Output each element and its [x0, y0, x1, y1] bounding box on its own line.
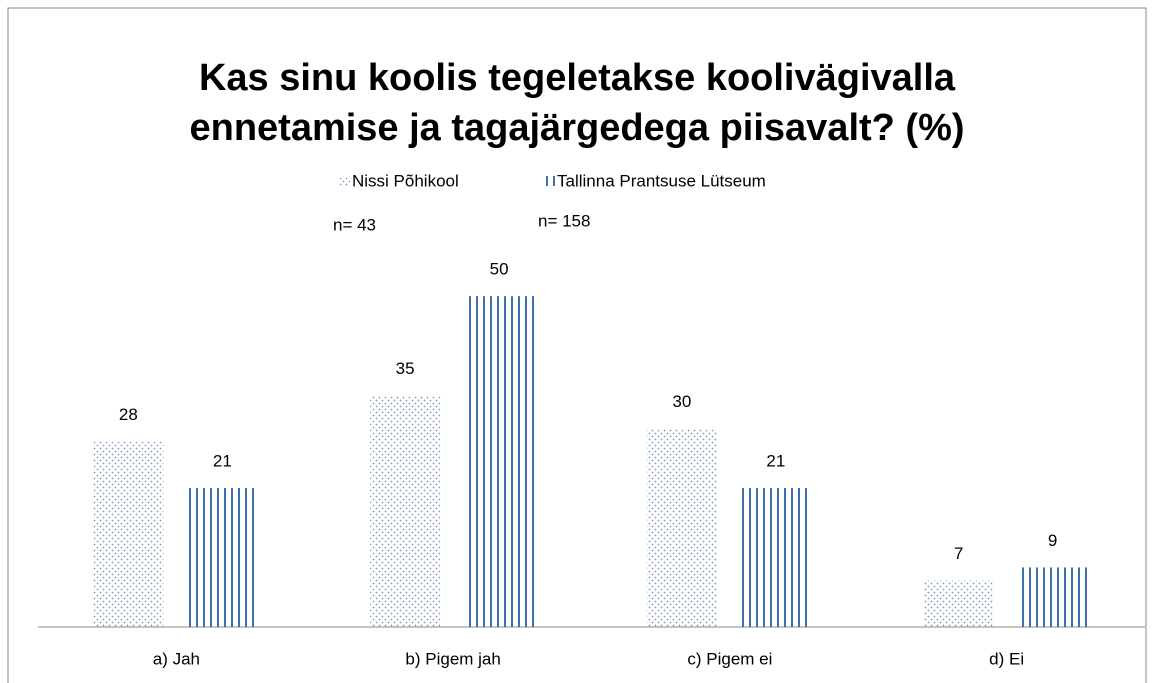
data-label: 50: [490, 260, 509, 279]
bar: [923, 580, 994, 627]
bar: [740, 488, 811, 627]
chart-title: Kas sinu koolis tegeletakse koolivägival…: [199, 57, 956, 99]
bar: [646, 428, 717, 627]
x-tick-label: b) Pigem jah: [405, 649, 500, 668]
x-tick-label: d) Ei: [989, 649, 1024, 668]
bar: [370, 395, 441, 627]
data-label: 30: [672, 392, 691, 411]
bar: [1017, 567, 1088, 627]
annotation: n= 158: [538, 211, 590, 230]
data-label: 7: [954, 544, 963, 563]
bar: [187, 488, 258, 627]
chart-title: ennetamise ja tagajärgedega piisavalt? (…: [189, 107, 964, 149]
annotation: n= 43: [333, 215, 376, 234]
legend-swatch: [340, 176, 350, 186]
data-label: 21: [213, 452, 232, 471]
x-tick-label: c) Pigem ei: [687, 649, 772, 668]
data-label: 35: [396, 359, 415, 378]
data-label: 28: [119, 405, 138, 424]
data-label: 9: [1048, 531, 1057, 550]
bar: [464, 296, 535, 627]
chart-frame: [7, 7, 1147, 683]
data-label: 21: [766, 452, 785, 471]
legend-label: Tallinna Prantsuse Lütseum: [557, 171, 766, 190]
legend-label: Nissi Põhikool: [352, 171, 459, 190]
bar: [93, 441, 164, 627]
legend-swatch: [545, 176, 555, 186]
x-tick-label: a) Jah: [153, 649, 200, 668]
